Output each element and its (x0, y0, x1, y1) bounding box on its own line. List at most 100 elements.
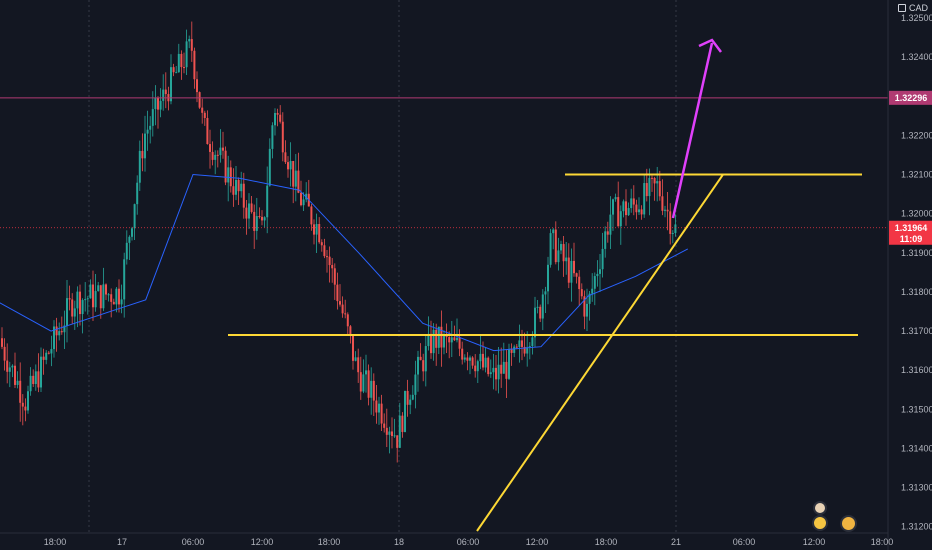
candle-body (492, 367, 495, 373)
candle-body (549, 233, 552, 265)
time-tick-label: 18:00 (871, 537, 894, 547)
candle-body (235, 179, 237, 195)
candle-body (487, 357, 490, 375)
candle-body (461, 348, 464, 360)
candle-body (508, 348, 510, 379)
candle-body (469, 357, 471, 361)
annotations (0, 38, 888, 532)
candle-body (180, 53, 183, 68)
candle-body (404, 390, 406, 432)
candle-body (281, 121, 284, 153)
candle-body (76, 291, 79, 309)
candle-body (224, 150, 227, 183)
candle-body (541, 294, 544, 319)
candle-body (315, 224, 318, 235)
candle-body (201, 107, 204, 113)
candle-body (547, 264, 549, 292)
candle-body (216, 154, 219, 156)
candle-body (406, 390, 409, 405)
candle-body (544, 291, 547, 295)
candle-body (16, 380, 19, 385)
candle-body (664, 209, 666, 211)
trading-bot-icon[interactable] (813, 501, 827, 515)
notification-icon[interactable] (840, 515, 857, 532)
candle-body (27, 391, 29, 411)
candle-body (502, 361, 505, 374)
time-tick-label: 17 (117, 537, 127, 547)
candle-body (463, 357, 466, 360)
candle-body (6, 360, 9, 372)
time-tick-label: 06:00 (457, 537, 480, 547)
candle-body (645, 183, 648, 197)
candle-body (411, 394, 414, 400)
time-tick-label: 18 (394, 537, 404, 547)
candle-body (133, 204, 136, 229)
candle-body (370, 380, 373, 398)
candle-body (557, 250, 560, 263)
candle-body (505, 361, 508, 379)
candle-body (539, 306, 542, 319)
current-price-label: 1.31964 (895, 223, 928, 233)
calendar-icon[interactable] (812, 515, 828, 531)
candle-body (102, 284, 105, 309)
candle-body (274, 112, 276, 126)
candle-body (214, 154, 217, 160)
candle-body (378, 403, 380, 413)
candle-body (146, 129, 149, 134)
candle-body (609, 214, 612, 235)
candle-body (398, 415, 401, 448)
candle-body (583, 296, 586, 317)
candle-body (92, 284, 94, 308)
candle-body (391, 431, 393, 436)
candle-body (484, 357, 487, 368)
candle-body (424, 346, 427, 372)
candle-body (40, 356, 42, 388)
candle-body (188, 39, 191, 42)
time-tick-label: 18:00 (318, 537, 341, 547)
candle-body (604, 231, 607, 249)
candle-body (526, 347, 529, 354)
candle-body (196, 79, 198, 93)
candle-body (141, 150, 144, 159)
price-tick-label: 1.31400 (901, 443, 932, 453)
candle-body (11, 365, 14, 368)
candle-body (97, 285, 100, 292)
candle-body (170, 67, 172, 102)
plot-area[interactable] (0, 21, 689, 463)
price-tick-label: 1.31300 (901, 483, 932, 493)
candle-body (554, 229, 557, 263)
candle-body (500, 364, 503, 374)
candle-body (86, 298, 89, 300)
candle-body (271, 125, 274, 149)
candle-body (79, 291, 81, 315)
candle-body (560, 244, 562, 251)
candle-body (669, 211, 672, 234)
candle-body (14, 365, 16, 385)
candle-body (489, 372, 492, 375)
time-tick-label: 18:00 (44, 537, 67, 547)
candle-body (349, 326, 352, 336)
candle-body (578, 276, 581, 290)
price-tick-label: 1.31600 (901, 365, 932, 375)
candle-body (661, 196, 664, 211)
candle-body (84, 299, 87, 301)
candle-body (154, 97, 157, 110)
currency-label[interactable]: CAD (898, 3, 928, 13)
candle-body (73, 308, 76, 317)
candle-body (227, 167, 230, 183)
candle-body (177, 53, 180, 73)
candle-body (427, 333, 430, 347)
candle-body (573, 260, 575, 274)
candle-body (336, 284, 339, 302)
projection-arrow-head (698, 38, 722, 53)
candle-body (229, 167, 232, 187)
candle-body (144, 133, 146, 159)
candle-body (21, 402, 24, 407)
price-tick-label: 1.32100 (901, 170, 932, 180)
candle-body (323, 245, 326, 257)
candle-body (656, 181, 659, 184)
candle-body (34, 371, 37, 384)
candle-body (149, 125, 152, 130)
price-tick-label: 1.31200 (901, 522, 932, 532)
